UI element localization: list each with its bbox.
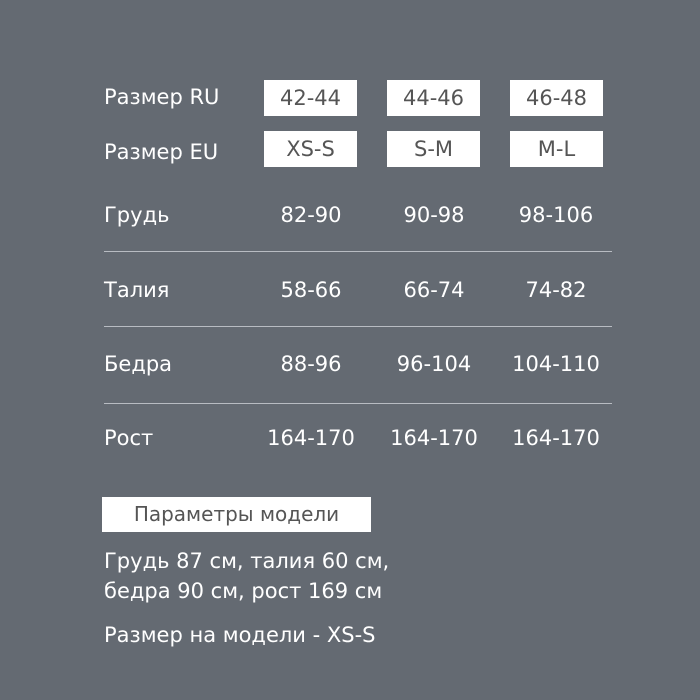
row-divider — [104, 326, 612, 327]
model-params-line: бедра 90 см, рост 169 см — [104, 579, 383, 603]
size-eu-label: Размер EU — [104, 140, 219, 164]
size-ru-label: Размер RU — [104, 85, 220, 109]
size-eu-box: M-L — [510, 131, 603, 167]
cell: 82-90 — [280, 203, 342, 227]
size-eu-box: XS-S — [264, 131, 357, 167]
cell: 90-98 — [403, 203, 465, 227]
row-label-height: Рост — [104, 426, 154, 450]
row-label-hips: Бедра — [104, 352, 173, 376]
cell: 164-170 — [512, 426, 600, 450]
cell: 74-82 — [525, 278, 587, 302]
size-ru-box: 46-48 — [510, 80, 603, 116]
model-size-line: Размер на модели - XS-S — [104, 623, 376, 647]
size-ru-box: 42-44 — [264, 80, 357, 116]
row-divider — [104, 403, 612, 404]
cell: 66-74 — [403, 278, 465, 302]
cell: 104-110 — [512, 352, 600, 376]
cell: 96-104 — [396, 352, 472, 376]
row-label-waist: Талия — [104, 278, 170, 302]
cell: 164-170 — [267, 426, 355, 450]
row-label-chest: Грудь — [104, 203, 170, 227]
model-params-line: Грудь 87 см, талия 60 см, — [104, 549, 390, 573]
cell: 88-96 — [280, 352, 342, 376]
model-params-heading: Параметры модели — [102, 497, 371, 532]
row-divider — [104, 251, 612, 252]
cell: 164-170 — [390, 426, 478, 450]
cell: 98-106 — [518, 203, 594, 227]
size-ru-box: 44-46 — [387, 80, 480, 116]
size-eu-box: S-M — [387, 131, 480, 167]
cell: 58-66 — [280, 278, 342, 302]
